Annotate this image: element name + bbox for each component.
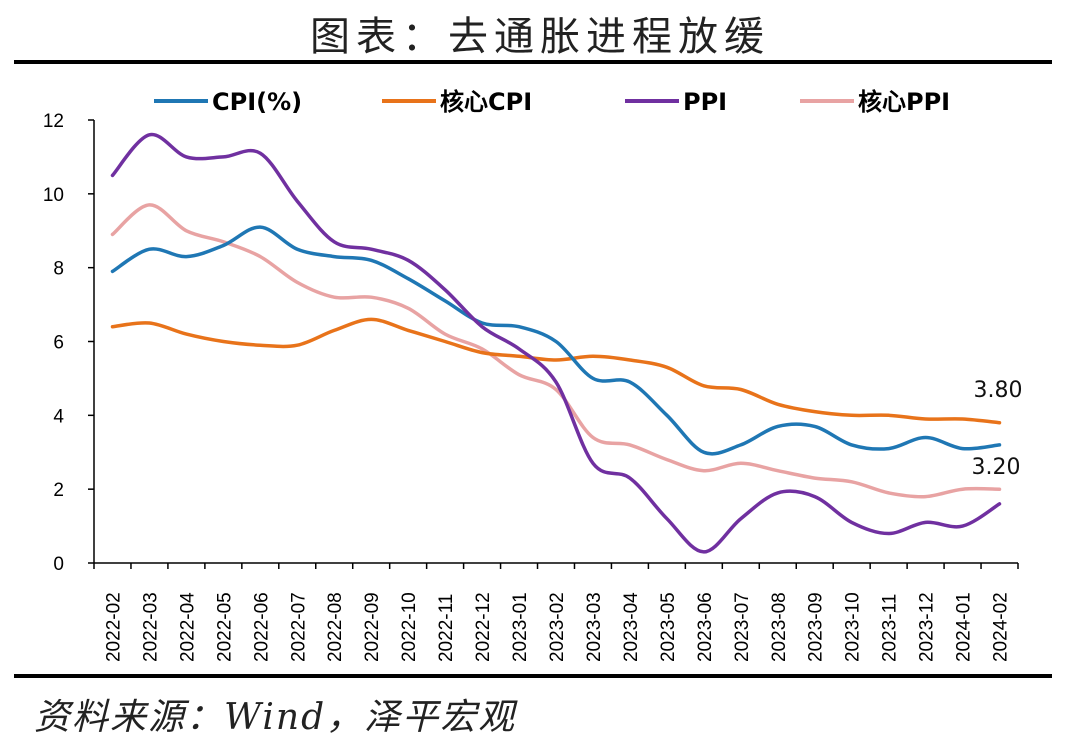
x-tick-label: 2022-09 bbox=[362, 592, 383, 662]
legend-label: PPI bbox=[683, 88, 727, 116]
series-line-0 bbox=[110, 225, 1002, 456]
series-line-3 bbox=[110, 203, 1002, 499]
y-tick-label: 8 bbox=[53, 259, 64, 280]
legend-label: CPI(%) bbox=[212, 88, 302, 116]
x-tick-label: 2023-06 bbox=[695, 592, 716, 662]
source-note: 资料来源：Wind，泽平宏观 bbox=[34, 697, 517, 738]
series-line-2 bbox=[110, 132, 1002, 554]
x-tick-label: 2022-11 bbox=[436, 594, 457, 662]
x-tick-label: 2023-07 bbox=[732, 592, 753, 662]
x-tick-label: 2023-09 bbox=[806, 592, 827, 662]
x-tick-label: 2024-02 bbox=[991, 592, 1012, 662]
annotation-cpi-last: 3.20 bbox=[972, 455, 1021, 480]
y-tick-label: 4 bbox=[53, 406, 64, 427]
x-tick-label: 2022-07 bbox=[288, 592, 309, 662]
series-line-1 bbox=[110, 317, 1002, 425]
y-tick-label: 10 bbox=[43, 185, 64, 206]
x-tick-label: 2023-03 bbox=[584, 592, 605, 662]
y-tick-label: 6 bbox=[53, 333, 64, 354]
x-tick-label: 2022-06 bbox=[251, 592, 272, 662]
annotation-core-cpi-last: 3.80 bbox=[974, 378, 1023, 403]
x-tick-label: 2023-12 bbox=[917, 592, 938, 662]
x-tick-label: 2024-01 bbox=[954, 592, 975, 662]
x-tick-label: 2022-05 bbox=[214, 592, 235, 662]
x-tick-label: 2023-01 bbox=[510, 592, 531, 662]
x-tick-label: 2022-08 bbox=[325, 592, 346, 662]
chart-title: 图表：去通胀进程放缓 bbox=[310, 14, 770, 60]
x-tick-label: 2022-03 bbox=[140, 592, 161, 662]
x-tick-label: 2023-11 bbox=[880, 594, 901, 662]
x-tick-label: 2023-08 bbox=[769, 592, 790, 662]
x-tick-label: 2022-12 bbox=[473, 592, 494, 662]
legend-label: 核心CPI bbox=[440, 88, 532, 116]
x-tick-label: 2023-04 bbox=[621, 592, 642, 662]
x-tick-label: 2022-02 bbox=[103, 592, 124, 662]
annotations: 3.80 3.20 bbox=[972, 378, 1023, 480]
x-tick-label: 2023-10 bbox=[843, 592, 864, 662]
y-tick-label: 2 bbox=[53, 480, 64, 501]
y-tick-label: 12 bbox=[43, 111, 64, 132]
x-tick-label: 2023-05 bbox=[658, 592, 679, 662]
legend: CPI(%) 核心CPI PPI 核心PPI bbox=[154, 88, 950, 116]
legend-label: 核心PPI bbox=[858, 88, 950, 116]
x-tick-label: 2022-04 bbox=[177, 592, 198, 662]
x-tick-label: 2023-02 bbox=[547, 592, 568, 662]
series-lines bbox=[110, 132, 1002, 554]
axes: 0 2 4 6 8 10 12 2022-02 2022-03 2022-04 2022-05 202… bbox=[43, 111, 1019, 662]
y-tick-label: 0 bbox=[53, 554, 64, 575]
x-tick-label: 2022-10 bbox=[399, 592, 420, 662]
